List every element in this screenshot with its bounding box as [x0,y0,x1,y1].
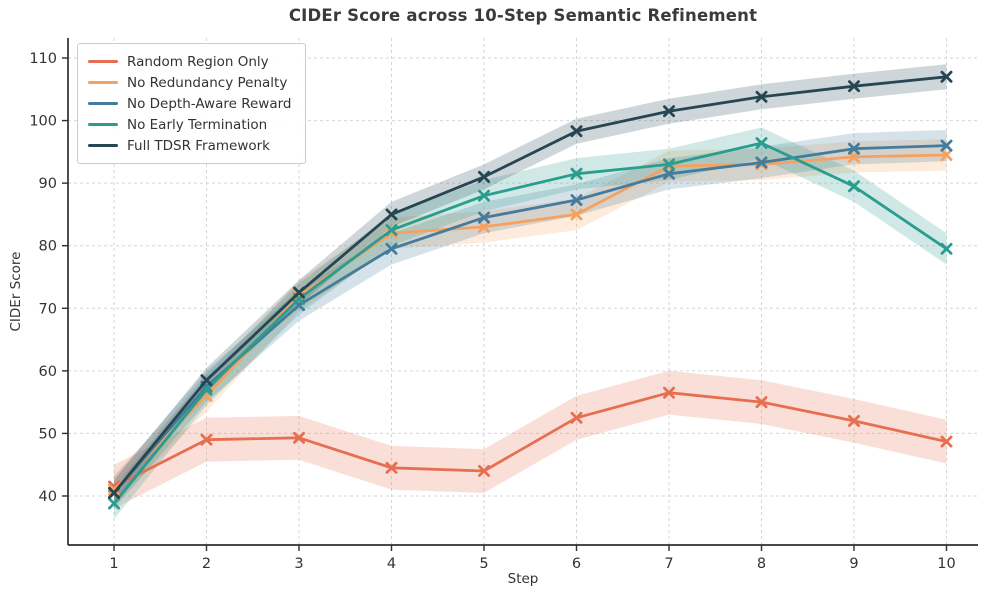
data-point-marker [478,464,490,477]
x-tick-label: 9 [849,556,858,572]
legend-item-label: No Redundancy Penalty [127,74,288,91]
data-point-marker [848,142,860,155]
data-point-marker [940,139,953,152]
y-tick-label: 50 [39,426,57,442]
data-point-marker [755,90,768,103]
data-point-marker [108,486,120,499]
data-point-marker [385,224,398,237]
data-point-marker [108,497,120,510]
data-point-marker [663,386,675,399]
data-point-marker [570,411,583,424]
data-point-marker [478,170,490,183]
data-point-marker [570,125,583,138]
legend-item: Full TDSR Framework [88,137,291,154]
y-axis-label: CIDEr Score [8,252,24,332]
legend-item: No Redundancy Penalty [88,74,291,91]
y-tick-label: 60 [39,364,57,380]
confidence-band [114,130,947,509]
data-point-marker [663,105,675,118]
data-point-marker [940,70,953,83]
chart-title: CIDEr Score across 10-Step Semantic Refi… [288,6,758,25]
x-tick-label: 4 [387,556,396,572]
data-point-marker [385,461,398,474]
legend-swatch [88,122,118,127]
x-tick-label: 3 [294,556,303,572]
legend-item-label: Full TDSR Framework [127,137,270,154]
data-point-marker [200,433,213,446]
data-point-marker [200,374,213,387]
x-tick-label: 10 [937,556,955,572]
data-point-marker [478,189,490,202]
legend-item: No Early Termination [88,116,291,133]
y-tick-label: 110 [29,51,57,67]
data-point-marker [570,194,583,207]
legend-swatch [88,59,118,64]
data-point-marker [385,242,398,255]
data-point-marker [293,289,305,302]
x-tick-label: 1 [109,556,118,572]
legend-item: Random Region Only [88,53,291,70]
data-point-marker [848,80,860,93]
data-point-marker [940,148,953,161]
legend-swatch [88,80,118,85]
data-point-marker [848,414,860,427]
legend-swatch [88,143,118,148]
data-point-marker [293,286,305,299]
data-point-marker [848,150,860,163]
data-point-marker [848,180,860,193]
x-tick-label: 2 [202,556,211,572]
data-point-marker [200,383,213,396]
y-tick-label: 80 [39,239,57,255]
data-point-marker [478,220,490,233]
chart-legend: Random Region Only No Redundancy Penalty N… [77,43,307,164]
data-point-marker [663,167,675,180]
series-line [112,75,948,495]
data-point-marker [570,167,583,180]
legend-item: No Depth-Aware Reward [88,95,291,112]
series-line [112,141,948,505]
legend-item-label: Random Region Only [127,53,269,70]
legend-item-label: No Depth-Aware Reward [127,95,292,112]
series-line [112,391,948,489]
x-tick-label: 7 [664,556,673,572]
data-point-marker [755,396,768,409]
data-point-marker [293,431,305,444]
x-tick-label: 8 [757,556,766,572]
y-tick-label: 100 [29,114,57,130]
data-point-marker [940,435,953,448]
data-point-marker [385,208,398,221]
data-point-marker [755,137,768,150]
data-point-marker [570,208,583,221]
y-tick-label: 40 [39,489,57,505]
data-point-marker [940,242,953,255]
x-axis-label: Step [508,571,539,587]
y-tick-label: 90 [39,176,57,192]
data-point-marker [755,156,768,169]
confidence-band [114,370,947,509]
data-point-marker [663,158,675,171]
x-tick-label: 6 [572,556,581,572]
data-point-marker [108,483,120,496]
data-point-marker [478,211,490,224]
legend-item-label: No Early Termination [127,116,268,133]
x-tick-label: 5 [479,556,488,572]
y-tick-label: 70 [39,301,57,317]
legend-swatch [88,101,118,106]
